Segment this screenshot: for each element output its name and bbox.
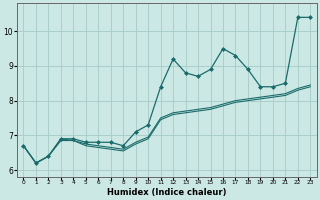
X-axis label: Humidex (Indice chaleur): Humidex (Indice chaleur) — [107, 188, 227, 197]
